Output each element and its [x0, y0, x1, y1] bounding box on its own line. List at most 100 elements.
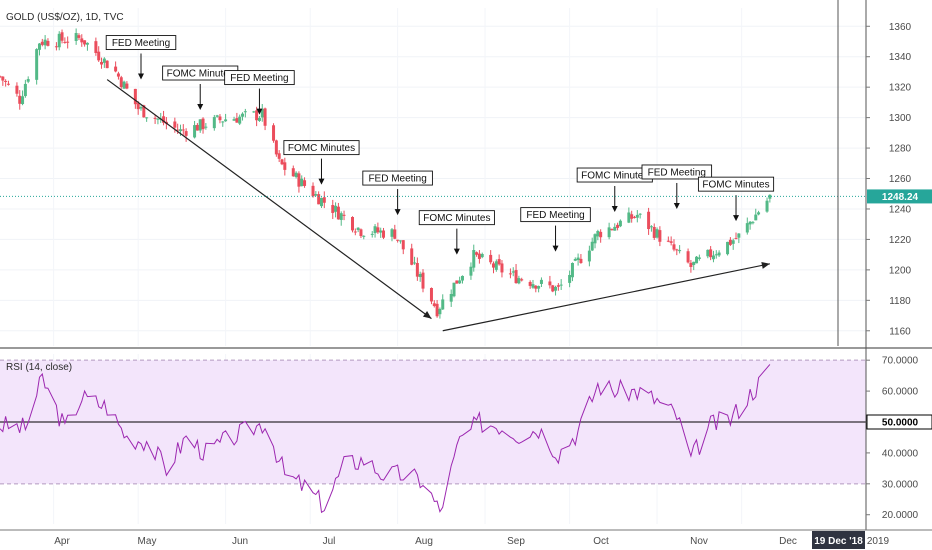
annotation-arrowhead — [552, 245, 559, 252]
candle-body — [666, 240, 670, 242]
rsi-tick-label: 30.0000 — [882, 479, 919, 490]
candle-body — [429, 288, 433, 302]
time-label: May — [138, 536, 157, 547]
candle-body — [156, 118, 160, 120]
candle-body — [291, 168, 295, 177]
annotation-box — [105, 35, 177, 51]
candle-body — [492, 263, 495, 268]
annotation-label: FOMC Minutes — [167, 69, 234, 80]
annotation-1: FED Meeting — [105, 35, 177, 80]
candle-body — [745, 223, 749, 233]
candle-body — [633, 216, 636, 218]
annotation-8: FOMC Minutes — [576, 167, 653, 213]
candle-body — [410, 248, 414, 265]
candle-body — [714, 254, 718, 256]
candle-body — [469, 266, 473, 276]
candle-body — [37, 43, 41, 50]
annotation-label: FOMC Minutes — [288, 143, 355, 154]
chart-title: GOLD (US$/OZ), 1D, TVC — [6, 12, 124, 23]
annotation-arrowhead — [611, 206, 618, 213]
candle-body — [669, 241, 673, 243]
candle-body — [139, 107, 143, 109]
candle-body — [396, 239, 400, 241]
trend-arrowhead — [761, 261, 770, 269]
candle-body — [548, 281, 552, 286]
candle-body — [438, 308, 442, 315]
candle-body — [460, 275, 464, 281]
candle-body — [294, 172, 298, 177]
candle-body — [494, 261, 498, 270]
candle-body — [649, 226, 653, 228]
rsi-line — [0, 364, 771, 514]
trend-line-2 — [442, 263, 770, 332]
price-tick-label: 1320 — [889, 83, 912, 94]
candle-body — [455, 280, 459, 284]
crosshair-date-label: 19 Dec '18 — [814, 536, 863, 547]
candle-body — [4, 80, 8, 82]
candle-body — [272, 125, 276, 141]
candle-body — [678, 250, 682, 252]
time-label: Jun — [232, 536, 248, 547]
candle-body — [342, 214, 346, 216]
candle-body — [537, 286, 541, 289]
candle-body — [748, 221, 752, 225]
annotation-label: FED Meeting — [648, 167, 706, 178]
candle-body — [260, 108, 264, 118]
time-label-year: 2019 — [867, 536, 890, 547]
candle-body — [765, 200, 769, 212]
annotation-box — [362, 170, 433, 186]
candle-body — [706, 249, 710, 257]
candle-body — [697, 257, 701, 259]
candle-body — [458, 280, 462, 284]
candle-body — [472, 250, 476, 268]
candle-body — [511, 271, 515, 273]
crosshair-date-tag — [812, 531, 865, 549]
candle-body — [339, 213, 343, 220]
annotation-label: FED Meeting — [368, 174, 426, 185]
candle-body — [238, 116, 242, 124]
annotation-box — [224, 70, 295, 86]
annotation-3: FED Meeting — [224, 70, 295, 115]
annotation-box — [697, 176, 775, 192]
candle-body — [618, 220, 622, 227]
candle-body — [35, 49, 39, 80]
candle-body — [60, 32, 64, 41]
candle-body — [711, 255, 715, 260]
candle-body — [398, 240, 402, 242]
trend-arrowhead — [422, 311, 432, 319]
candle-body — [274, 140, 278, 155]
candle-body — [652, 226, 656, 238]
trend-line-1 — [106, 79, 432, 320]
candle-body — [116, 73, 120, 77]
candle-body — [362, 235, 366, 237]
candle-body — [336, 206, 340, 220]
price-tick-label: 1300 — [889, 113, 912, 124]
candle-body — [54, 46, 58, 48]
candle-body — [627, 212, 631, 223]
candle-body — [452, 282, 456, 297]
rsi-pane[interactable] — [0, 359, 932, 514]
candle-body — [303, 180, 307, 186]
last-price-tag — [867, 189, 932, 204]
candle-body — [635, 214, 639, 218]
candle-body — [184, 131, 188, 136]
price-tick-label: 1340 — [889, 52, 912, 63]
candle-body — [122, 81, 126, 89]
candle-body — [731, 240, 735, 244]
rsi-tick-label: 60.0000 — [882, 387, 919, 398]
candle-body — [119, 77, 123, 88]
candle-body — [314, 194, 318, 196]
candle-body — [695, 256, 699, 264]
candle-body — [441, 299, 445, 310]
candle-body — [297, 173, 301, 187]
candle-body — [77, 35, 81, 38]
candle-body — [590, 241, 594, 251]
candle-body — [43, 39, 47, 46]
candle-body — [18, 95, 22, 104]
candle-body — [162, 116, 166, 123]
price-tick-label: 1360 — [889, 22, 912, 33]
candle-body — [593, 234, 597, 244]
rsi-current-tag — [866, 414, 932, 430]
